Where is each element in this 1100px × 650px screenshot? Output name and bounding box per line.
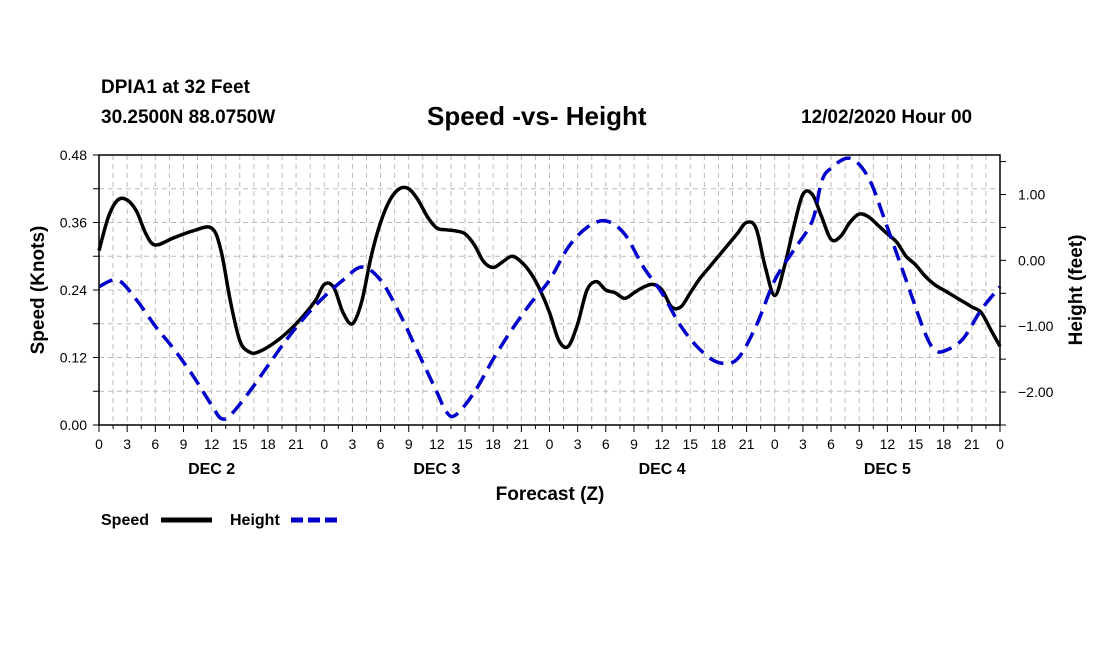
x-tick-label: 12 [429, 436, 445, 452]
x-axis-title: Forecast (Z) [496, 484, 605, 505]
x-tick-label: 15 [457, 436, 473, 452]
x-tick-label: 15 [232, 436, 248, 452]
y-tick-label: 0.36 [60, 215, 87, 231]
x-tick-label: 15 [908, 436, 924, 452]
x-tick-label: 6 [377, 436, 385, 452]
x-tick-label: 21 [514, 436, 530, 452]
chart-title: Speed -vs- Height [427, 101, 647, 131]
series [97, 156, 1002, 422]
x-tick-label: 18 [936, 436, 952, 452]
x-tick-label: 0 [95, 436, 103, 452]
x-tick-label: 9 [180, 436, 188, 452]
y-axis-title: Speed (Knots) [28, 226, 49, 355]
legend-label-speed: Speed [101, 512, 149, 529]
x-tick-label: 15 [682, 436, 698, 452]
x-tick-label: 0 [771, 436, 779, 452]
legend-label-height: Height [230, 512, 280, 529]
y-tick-label: 0.00 [60, 417, 87, 433]
x-tick-label: 0 [546, 436, 554, 452]
station-name: DPIA1 at 32 Feet [101, 77, 250, 98]
x-tick-label: 6 [151, 436, 159, 452]
x-day-label: DEC 2 [188, 461, 235, 478]
x-tick-label: 18 [711, 436, 727, 452]
axes: 0 3 6 9 12 15 18 21 0 3 6 9 12 15 18 21 0 3 6 9 12 15 18 21 0 3 6 9… [60, 147, 1054, 478]
y-tick-label: 0.24 [60, 282, 87, 298]
y2-tick-label: −1.00 [1018, 318, 1054, 334]
y2-tick-label: 1.00 [1018, 187, 1045, 203]
legend: Speed Height [101, 512, 342, 529]
x-tick-label: 3 [349, 436, 357, 452]
x-tick-label: 9 [855, 436, 863, 452]
station-coordinates: 30.2500N 88.0750W [101, 107, 276, 128]
x-tick-label: 21 [739, 436, 755, 452]
x-tick-label: 0 [320, 436, 328, 452]
forecast-date: 12/02/2020 Hour 00 [801, 107, 973, 128]
x-tick-label: 3 [799, 436, 807, 452]
x-tick-label: 18 [260, 436, 276, 452]
y2-tick-label: −2.00 [1018, 384, 1054, 400]
x-tick-label: 12 [880, 436, 896, 452]
y2-tick-label: 0.00 [1018, 252, 1045, 268]
x-tick-label: 12 [654, 436, 670, 452]
x-tick-label: 6 [602, 436, 610, 452]
x-tick-label: 12 [204, 436, 220, 452]
y-tick-label: 0.48 [60, 147, 87, 163]
x-day-label: DEC 5 [864, 461, 911, 478]
x-tick-label: 3 [123, 436, 131, 452]
x-tick-label: 9 [405, 436, 413, 452]
x-day-label: DEC 4 [639, 461, 686, 478]
x-day-label: DEC 3 [413, 461, 460, 478]
y-tick-label: 0.12 [60, 350, 87, 366]
x-tick-label: 0 [996, 436, 1004, 452]
grid [99, 155, 1000, 425]
x-tick-label: 21 [964, 436, 980, 452]
series-line-speed [97, 185, 1002, 356]
x-tick-label: 3 [574, 436, 582, 452]
y2-axis-title: Height (feet) [1066, 235, 1087, 346]
x-tick-label: 9 [630, 436, 638, 452]
x-tick-label: 21 [288, 436, 304, 452]
x-tick-label: 6 [827, 436, 835, 452]
x-tick-label: 18 [485, 436, 501, 452]
